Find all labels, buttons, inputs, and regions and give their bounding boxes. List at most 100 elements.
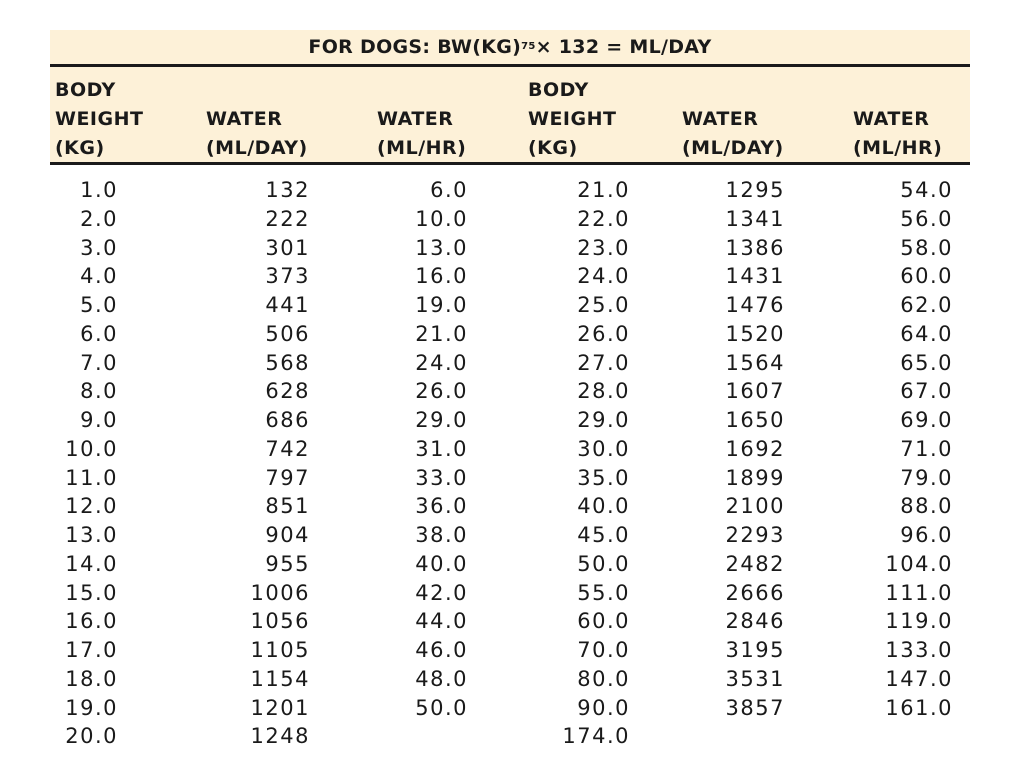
cell-water-ml-hr: 50.0	[415, 695, 468, 720]
cell-body-weight-kg: 18.0	[65, 666, 118, 691]
table-body: 1.0 132 6.0 21.0 1295 54.0 2.0 222 10.0 22.0 1341 5…	[0, 176, 1024, 751]
cell-body-weight-kg: 11.0	[65, 465, 118, 490]
cell-water-ml-day-2: 1650	[725, 408, 785, 432]
cell-water-ml-day-2: 1386	[725, 235, 785, 260]
cell-water-ml-day: 1056	[250, 609, 310, 634]
cell-body-weight-kg-2: 30.0	[577, 436, 630, 461]
table-row: 20.0 1248 174.0	[0, 722, 1024, 751]
cell-body-weight-kg: 20.0	[65, 724, 118, 749]
cell-water-ml-hr: 24.0	[415, 350, 468, 375]
header-water-ml-day-2: WATER (ML/DAY)	[682, 108, 784, 159]
cell-body-weight-kg-2: 55.0	[577, 580, 630, 605]
table-row: 13.0 904 38.0 45.0 2293 96.0	[0, 521, 1024, 550]
cell-body-weight-kg: 3.0	[80, 235, 118, 260]
cell-body-weight-kg-2: 174.0	[562, 724, 630, 749]
cell-water-ml-day-2: 3531	[725, 666, 785, 691]
cell-body-weight-kg: 2.0	[80, 206, 118, 231]
cell-water-ml-hr-2: 147.0	[885, 666, 953, 691]
header-water-ml-hr-2: WATER (ML/HR)	[853, 108, 943, 159]
cell-body-weight-kg: 5.0	[80, 293, 118, 317]
cell-water-ml-hr-2: 54.0	[900, 178, 953, 202]
cell-body-weight-kg: 16.0	[65, 609, 118, 634]
cell-body-weight-kg: 7.0	[80, 350, 118, 375]
table-row: 3.0 301 13.0 23.0 1386 58.0	[0, 234, 1024, 263]
cell-water-ml-day: 506	[265, 321, 310, 346]
table-row: 16.0 1056 44.0 60.0 2846 119.0	[0, 607, 1024, 636]
cell-water-ml-day: 1201	[250, 695, 310, 720]
cell-body-weight-kg: 13.0	[65, 523, 118, 547]
cell-body-weight-kg: 14.0	[65, 551, 118, 576]
cell-water-ml-hr: 44.0	[415, 609, 468, 634]
cell-water-ml-day-2: 3857	[725, 695, 785, 720]
cell-water-ml-day: 797	[265, 465, 310, 490]
cell-body-weight-kg: 6.0	[80, 321, 118, 346]
cell-body-weight-kg-2: 35.0	[577, 465, 630, 490]
cell-water-ml-hr-2: 79.0	[900, 465, 953, 490]
cell-water-ml-hr: 42.0	[415, 580, 468, 605]
cell-water-ml-day: 222	[265, 206, 310, 231]
header-body-weight-2: BODY WEIGHT (KG)	[528, 79, 617, 159]
cell-water-ml-day-2: 1295	[725, 178, 785, 202]
cell-body-weight-kg-2: 24.0	[577, 264, 630, 289]
cell-water-ml-hr: 38.0	[415, 523, 468, 547]
cell-water-ml-day: 742	[265, 436, 310, 461]
cell-water-ml-hr-2: 96.0	[900, 523, 953, 547]
header-water-ml-hr-1: WATER (ML/HR)	[377, 108, 467, 159]
cell-water-ml-hr: 26.0	[415, 379, 468, 404]
cell-water-ml-day: 904	[265, 523, 310, 547]
table-title: FOR DOGS: BW(KG) 75 × 132 = ML/DAY	[50, 30, 970, 67]
cell-body-weight-kg-2: 23.0	[577, 235, 630, 260]
cell-water-ml-hr-2: 65.0	[900, 350, 953, 375]
cell-water-ml-hr: 36.0	[415, 494, 468, 519]
cell-water-ml-hr-2: 58.0	[900, 235, 953, 260]
cell-body-weight-kg: 15.0	[65, 580, 118, 605]
cell-water-ml-day: 1006	[250, 580, 310, 605]
cell-water-ml-day-2: 1564	[725, 350, 785, 375]
cell-water-ml-day: 628	[265, 379, 310, 404]
cell-body-weight-kg-2: 21.0	[577, 178, 630, 202]
table-row: 7.0 568 24.0 27.0 1564 65.0	[0, 349, 1024, 378]
cell-water-ml-hr: 33.0	[415, 465, 468, 490]
cell-water-ml-day-2: 2666	[725, 580, 785, 605]
cell-water-ml-hr-2: 56.0	[900, 206, 953, 231]
cell-water-ml-hr-2: 104.0	[885, 551, 953, 576]
cell-body-weight-kg-2: 60.0	[577, 609, 630, 634]
cell-water-ml-hr: 46.0	[415, 638, 468, 662]
cell-water-ml-hr-2: 64.0	[900, 321, 953, 346]
cell-water-ml-hr-2: 69.0	[900, 408, 953, 432]
cell-body-weight-kg-2: 90.0	[577, 695, 630, 720]
table-row: 10.0 742 31.0 30.0 1692 71.0	[0, 435, 1024, 464]
table-row: 1.0 132 6.0 21.0 1295 54.0	[0, 176, 1024, 205]
table-row: 5.0 441 19.0 25.0 1476 62.0	[0, 291, 1024, 320]
cell-body-weight-kg-2: 28.0	[577, 379, 630, 404]
title-suffix: × 132 = ML/DAY	[535, 36, 712, 58]
cell-water-ml-day-2: 2846	[725, 609, 785, 634]
cell-body-weight-kg: 17.0	[65, 638, 118, 662]
cell-water-ml-day: 301	[265, 235, 310, 260]
cell-water-ml-day-2: 2482	[725, 551, 785, 576]
header-water-ml-day-1: WATER (ML/DAY)	[206, 108, 308, 159]
cell-body-weight-kg: 1.0	[80, 178, 118, 202]
table-row: 12.0 851 36.0 40.0 2100 88.0	[0, 492, 1024, 521]
table-row: 18.0 1154 48.0 80.0 3531 147.0	[0, 665, 1024, 694]
cell-body-weight-kg: 12.0	[65, 494, 118, 519]
cell-water-ml-day-2: 1431	[725, 264, 785, 289]
cell-water-ml-day-2: 3195	[725, 638, 785, 662]
cell-water-ml-day-2: 2293	[725, 523, 785, 547]
cell-water-ml-hr-2: 60.0	[900, 264, 953, 289]
cell-water-ml-day-2: 1520	[725, 321, 785, 346]
cell-water-ml-day-2: 1341	[725, 206, 785, 231]
cell-water-ml-hr: 29.0	[415, 408, 468, 432]
cell-body-weight-kg: 8.0	[80, 379, 118, 404]
cell-water-ml-hr-2: 62.0	[900, 293, 953, 317]
cell-water-ml-day: 1154	[250, 666, 310, 691]
title-prefix: FOR DOGS: BW(KG)	[308, 36, 522, 58]
table-row: 8.0 628 26.0 28.0 1607 67.0	[0, 377, 1024, 406]
cell-water-ml-hr-2: 119.0	[885, 609, 953, 634]
cell-water-ml-day: 1248	[250, 724, 310, 749]
cell-water-ml-hr-2: 88.0	[900, 494, 953, 519]
cell-water-ml-day: 568	[265, 350, 310, 375]
cell-water-ml-hr-2: 133.0	[885, 638, 953, 662]
table-row: 2.0 222 10.0 22.0 1341 56.0	[0, 205, 1024, 234]
table-row: 14.0 955 40.0 50.0 2482 104.0	[0, 550, 1024, 579]
